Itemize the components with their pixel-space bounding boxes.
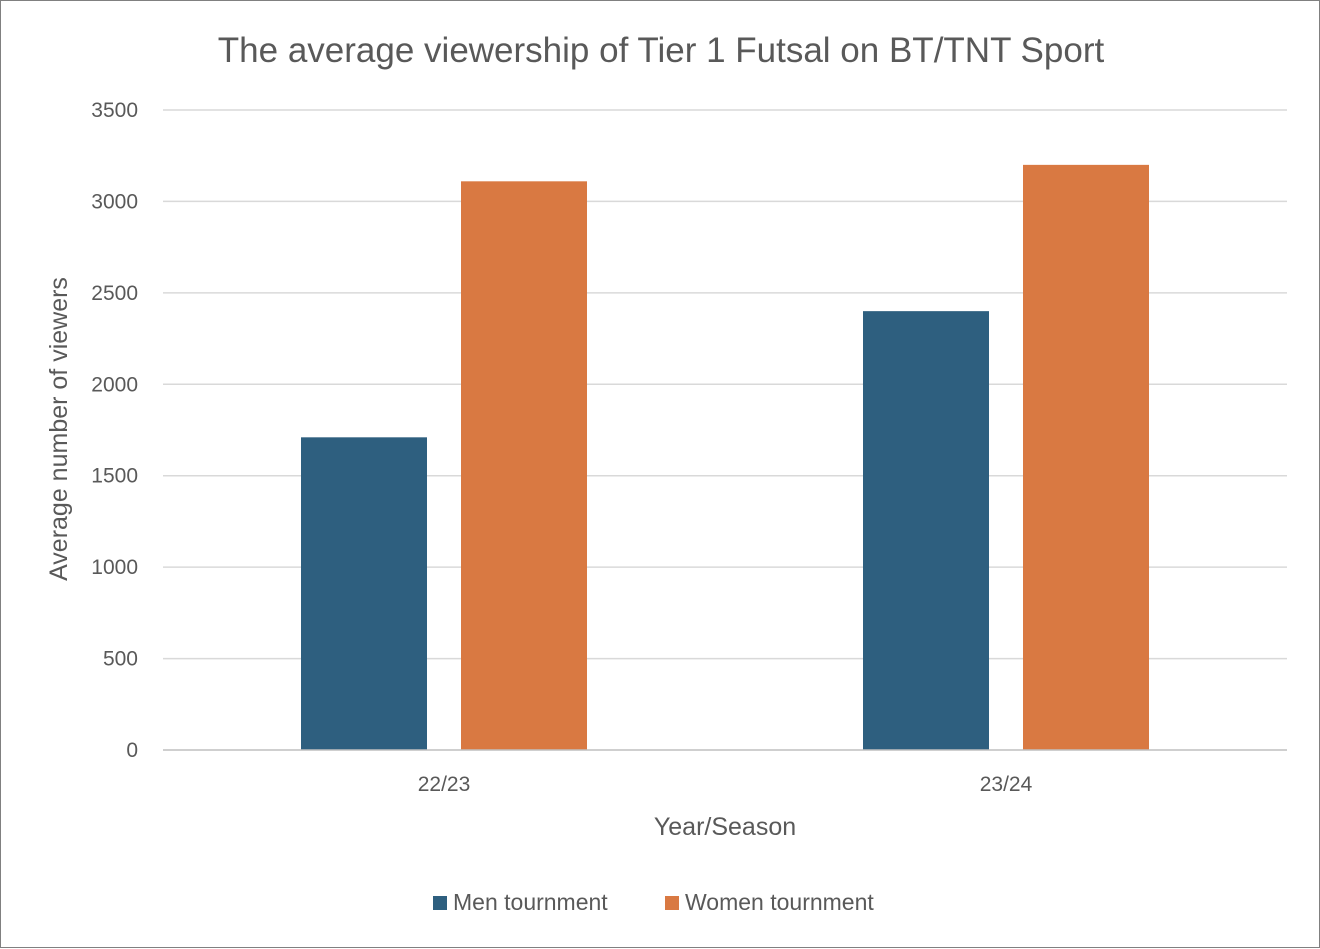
y-axis-title: Average number of viewers: [45, 277, 73, 581]
chart-title: The average viewership of Tier 1 Futsal …: [218, 31, 1105, 70]
y-tick-label: 3500: [91, 99, 138, 122]
y-tick-label: 0: [126, 739, 138, 762]
bar-women-0: [461, 181, 587, 751]
bar-men-1: [863, 311, 989, 750]
legend-swatch: [433, 896, 447, 910]
y-tick-label: 1500: [91, 465, 138, 488]
y-tick-label: 500: [103, 648, 138, 671]
x-axis-ticks: 22/23 23/24: [418, 773, 1033, 796]
x-axis-title: Year/Season: [654, 813, 796, 841]
legend-swatch: [665, 896, 679, 910]
y-tick-label: 2000: [91, 373, 138, 396]
bars: [301, 164, 1149, 751]
y-tick-label: 2500: [91, 282, 138, 305]
x-tick-label: 23/24: [980, 773, 1033, 796]
y-tick-label: 1000: [91, 556, 138, 579]
legend-label: Men tournment: [453, 889, 608, 915]
bar-women-1: [1023, 164, 1149, 750]
x-tick-label: 22/23: [418, 773, 471, 796]
y-axis-ticks: 0 500 1000 1500 2000 2500 3000 3500: [91, 99, 138, 762]
legend: Men tournment Women tournment: [433, 889, 874, 915]
y-tick-label: 3000: [91, 190, 138, 213]
bar-men-0: [301, 437, 427, 750]
legend-label: Women tournment: [685, 889, 874, 915]
